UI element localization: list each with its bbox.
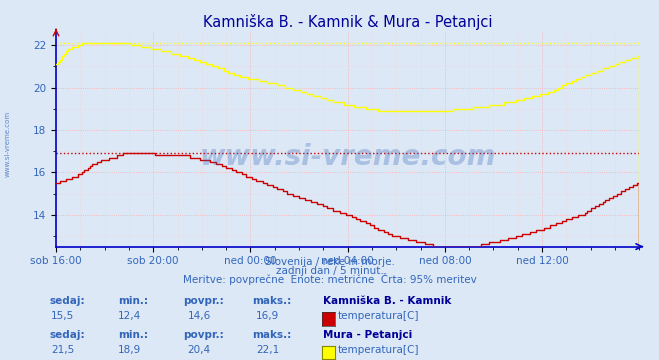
Text: Kamniška B. - Kamnik: Kamniška B. - Kamnik bbox=[323, 296, 451, 306]
Text: Meritve: povprečne  Enote: metrične  Črta: 95% meritev: Meritve: povprečne Enote: metrične Črta:… bbox=[183, 273, 476, 285]
Text: 14,6: 14,6 bbox=[187, 311, 211, 321]
Text: zadnji dan / 5 minut.: zadnji dan / 5 minut. bbox=[275, 266, 384, 276]
Text: temperatura[C]: temperatura[C] bbox=[337, 311, 419, 321]
Text: 22,1: 22,1 bbox=[256, 345, 279, 355]
Title: Kamniška B. - Kamnik & Mura - Petanjci: Kamniška B. - Kamnik & Mura - Petanjci bbox=[203, 14, 492, 30]
Text: 20,4: 20,4 bbox=[187, 345, 211, 355]
Text: sedaj:: sedaj: bbox=[49, 330, 85, 341]
Text: 16,9: 16,9 bbox=[256, 311, 279, 321]
Text: min.:: min.: bbox=[119, 330, 149, 341]
Text: Mura - Petanjci: Mura - Petanjci bbox=[323, 330, 412, 341]
Text: maks.:: maks.: bbox=[252, 330, 291, 341]
Text: povpr.:: povpr.: bbox=[183, 330, 224, 341]
Text: min.:: min.: bbox=[119, 296, 149, 306]
Text: 15,5: 15,5 bbox=[51, 311, 74, 321]
Text: maks.:: maks.: bbox=[252, 296, 291, 306]
Text: 12,4: 12,4 bbox=[118, 311, 142, 321]
Text: sedaj:: sedaj: bbox=[49, 296, 85, 306]
Text: temperatura[C]: temperatura[C] bbox=[337, 345, 419, 355]
Text: povpr.:: povpr.: bbox=[183, 296, 224, 306]
Text: www.si-vreme.com: www.si-vreme.com bbox=[5, 111, 11, 177]
Text: 18,9: 18,9 bbox=[118, 345, 142, 355]
Text: Slovenija / reke in morje.: Slovenija / reke in morje. bbox=[264, 257, 395, 267]
Text: 21,5: 21,5 bbox=[51, 345, 74, 355]
Text: www.si-vreme.com: www.si-vreme.com bbox=[200, 143, 496, 171]
